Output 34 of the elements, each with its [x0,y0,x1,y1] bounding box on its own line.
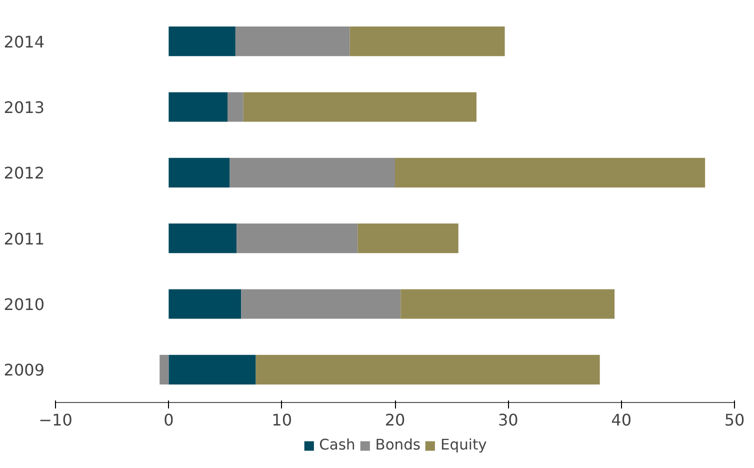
bar [400,289,615,319]
y-tick-label: 2013 [4,98,44,117]
bar [236,224,358,254]
x-tick-label: 10 [272,410,292,430]
legend-label: Bonds [375,436,421,454]
x-tick-label: 30 [498,410,518,430]
bar [168,289,242,319]
bar [230,158,395,188]
bar [358,224,458,254]
bar [235,26,350,56]
bar [243,92,476,122]
bar [168,92,228,122]
x-tick-label: −10 [38,410,72,430]
y-tick-label: 2012 [4,164,44,183]
x-tick-label: 20 [384,410,406,430]
y-tick-label: 2009 [4,360,44,380]
legend-label: Equity [440,436,487,454]
y-tick-label: 2010 [4,295,44,314]
bar [350,26,505,56]
bar [241,289,401,319]
bar [256,354,600,384]
bar [168,224,237,254]
y-tick-label: 2014 [4,32,44,52]
x-tick-label: 40 [611,410,632,430]
bar [395,158,706,188]
legend-label: Cash [319,436,356,454]
x-tick-label: 50 [724,410,745,430]
bar [168,354,256,384]
bar [168,26,236,56]
bar [168,158,230,188]
y-tick-label: 2011 [4,229,44,248]
x-tick-label: 0 [164,410,174,430]
bar [160,354,169,384]
bar [228,92,244,122]
